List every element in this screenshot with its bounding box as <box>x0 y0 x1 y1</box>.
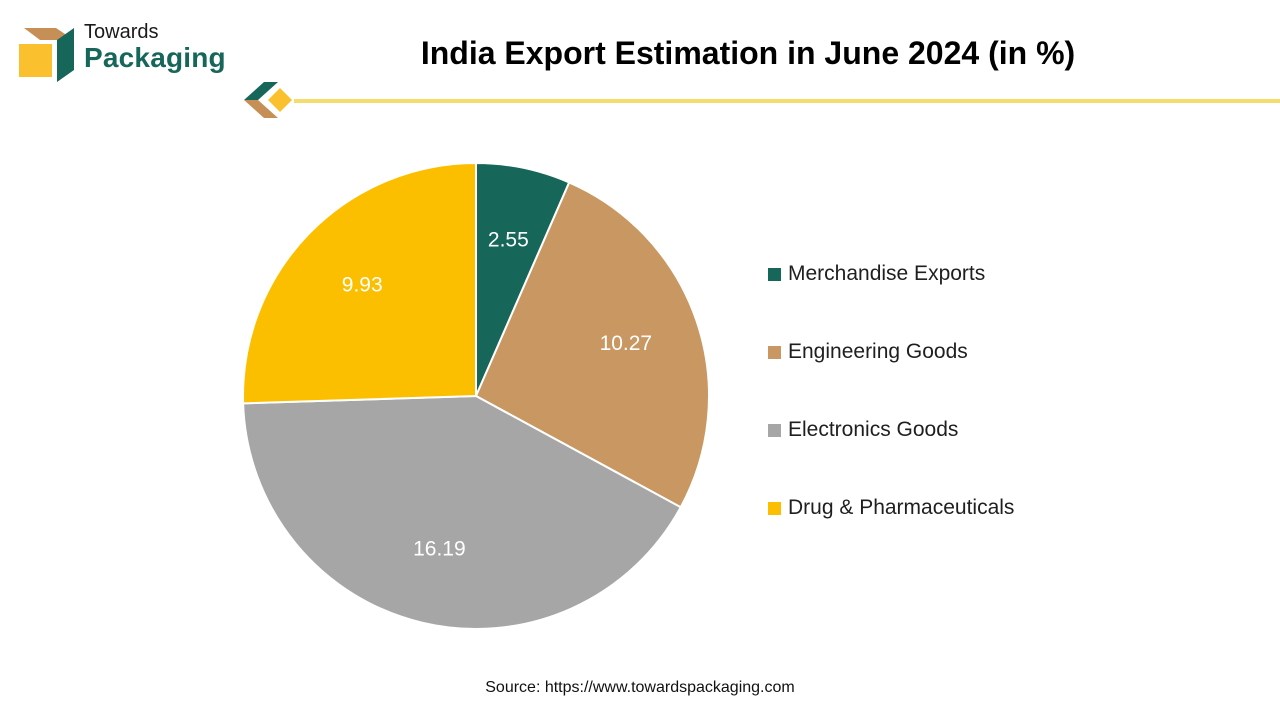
brand-name-line1: Towards <box>84 21 159 43</box>
legend-swatch <box>768 268 781 281</box>
pie-data-label: 16.19 <box>413 538 466 561</box>
legend-swatch <box>768 424 781 437</box>
divider-graphic <box>244 82 1280 118</box>
pie-slice-drug-pharmaceuticals <box>242 161 477 405</box>
legend-item-electronics-goods: Electronics Goods <box>768 415 1128 493</box>
legend-item-engineering-goods: Engineering Goods <box>768 337 1128 415</box>
legend-label: Engineering Goods <box>788 340 968 363</box>
title-divider <box>242 80 1280 122</box>
divider-diamond <box>268 88 292 112</box>
pie-data-label: 10.27 <box>600 332 653 355</box>
divider-line <box>294 99 1280 103</box>
box-icon <box>19 28 74 82</box>
brand-logo: Towards Packaging <box>16 18 246 84</box>
pie-slice-electronics-goods <box>242 394 683 630</box>
legend-label: Merchandise Exports <box>788 262 986 285</box>
pie-data-label: 9.93 <box>342 273 383 296</box>
chart-title: India Export Estimation in June 2024 (in… <box>420 35 1076 71</box>
box-side-face <box>57 28 74 82</box>
divider-chevron-tan <box>244 100 278 118</box>
pie-slice-engineering-goods <box>474 181 710 509</box>
source-note: Source: https://www.towardspackaging.com <box>485 679 795 696</box>
brand-name-line2: Packaging <box>84 42 226 73</box>
pie-data-label: 2.55 <box>488 228 529 251</box>
divider-chevron-green <box>244 82 278 100</box>
legend-swatch <box>768 502 781 515</box>
legend-item-drug-pharmaceuticals: Drug & Pharmaceuticals <box>768 493 1128 571</box>
legend-label: Electronics Goods <box>788 418 959 441</box>
chart-legend: Merchandise Exports Engineering Goods El… <box>768 259 1128 571</box>
pie-data-labels: 2.55 10.27 16.19 9.93 <box>342 228 652 560</box>
box-front-face <box>19 44 52 77</box>
legend-item-merchandise-exports: Merchandise Exports <box>768 259 1128 337</box>
legend-label: Drug & Pharmaceuticals <box>788 496 1015 519</box>
legend-swatch <box>768 346 781 359</box>
pie-slices <box>242 161 710 630</box>
